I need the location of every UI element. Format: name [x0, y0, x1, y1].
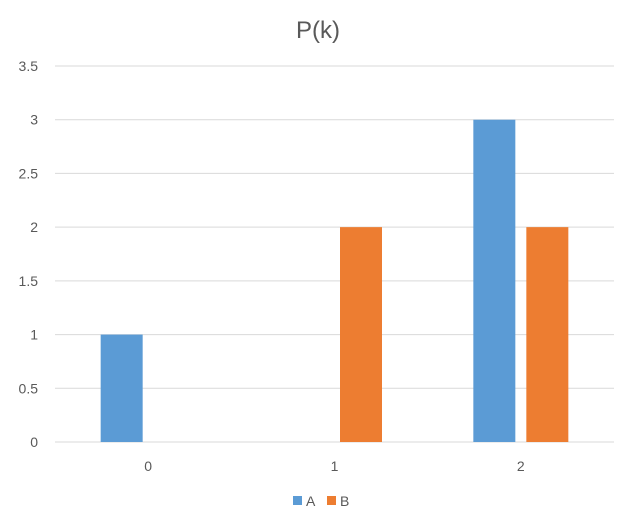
bars — [100, 119, 569, 442]
bar-A-0 — [100, 334, 143, 442]
y-tick-label: 2.5 — [19, 165, 39, 181]
bar-A-2 — [473, 119, 516, 442]
y-tick-label: 0.5 — [19, 380, 39, 396]
legend-swatch-B — [327, 496, 336, 505]
legend-swatch-A — [293, 496, 302, 505]
x-axis-ticks: 0 1 2 — [144, 458, 525, 474]
legend-label-B: B — [340, 493, 349, 509]
y-tick-label: 1.5 — [19, 273, 39, 289]
x-tick-label: 2 — [517, 458, 525, 474]
x-tick-label: 0 — [144, 458, 152, 474]
y-tick-label: 2 — [30, 219, 38, 235]
y-tick-label: 1 — [30, 327, 38, 343]
gridlines — [55, 65, 614, 443]
bar-B-2 — [526, 227, 569, 442]
y-tick-label: 3.5 — [19, 58, 39, 74]
y-axis-ticks: 0 0.5 1 1.5 2 2.5 3 3.5 — [19, 58, 39, 450]
bar-B-1 — [340, 227, 382, 442]
chart-title: P(k) — [296, 17, 340, 44]
x-tick-label: 1 — [331, 458, 339, 474]
y-tick-label: 0 — [30, 434, 38, 450]
y-tick-label: 3 — [30, 112, 38, 128]
legend-label-A: A — [306, 493, 316, 509]
